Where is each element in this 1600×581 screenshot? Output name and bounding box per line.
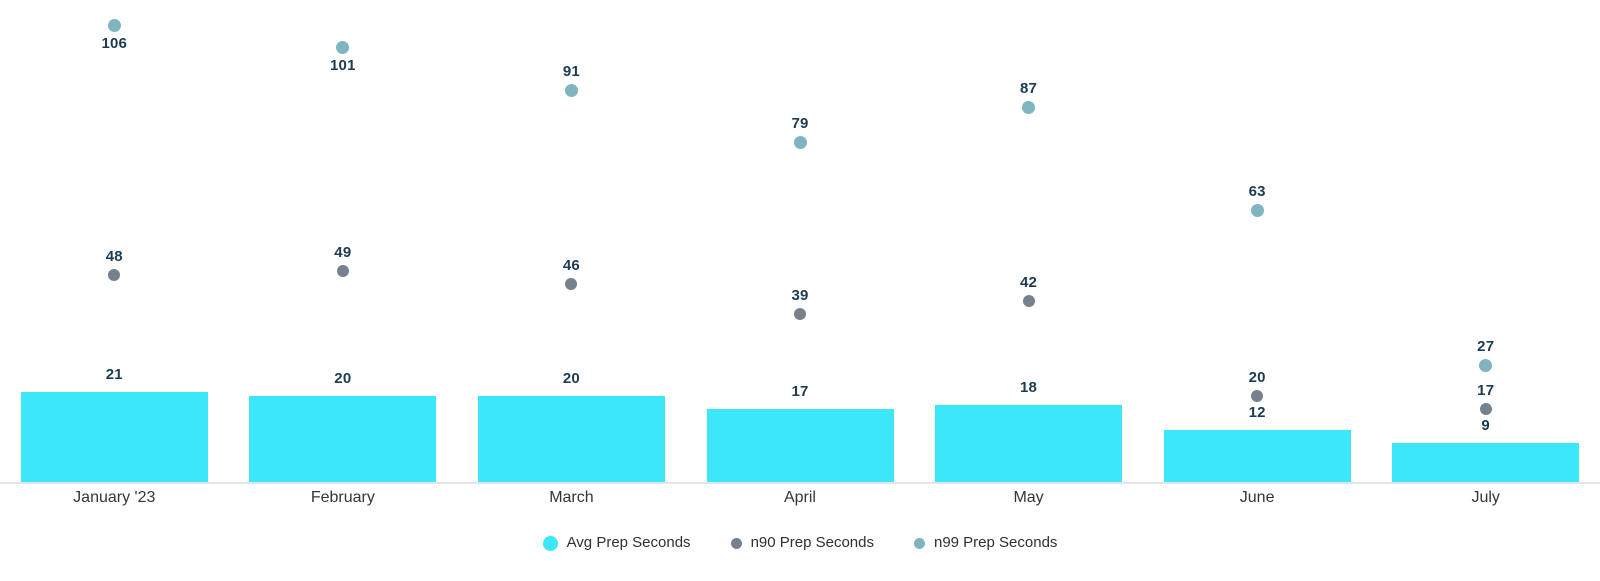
point-value-label: 48 — [105, 248, 123, 266]
legend-marker-circle-icon — [913, 537, 925, 549]
point-value-label: 49 — [334, 244, 352, 262]
bar-avg-prep-seconds[interactable] — [706, 408, 894, 482]
x-axis-label: June — [1239, 489, 1275, 506]
point-value-label: 101 — [330, 56, 356, 74]
bar-value-label: 18 — [1020, 378, 1038, 396]
legend-item-n90-prep-seconds[interactable]: n90 Prep Seconds — [730, 533, 874, 553]
bar-avg-prep-seconds[interactable] — [1392, 443, 1580, 482]
x-axis-label: January '23 — [73, 489, 156, 506]
point-value-label: 39 — [791, 287, 809, 305]
legend: Avg Prep Seconds n90 Prep Seconds n99 Prep… — [0, 533, 1600, 553]
legend-marker-circle-icon — [542, 535, 558, 551]
point-n99-prep-seconds[interactable] — [564, 83, 578, 97]
point-n99-prep-seconds[interactable] — [793, 135, 807, 149]
x-axis-line — [0, 482, 1600, 484]
x-axis-label: July — [1471, 489, 1500, 506]
point-n90-prep-seconds[interactable] — [1022, 295, 1035, 308]
point-value-label: 106 — [101, 35, 128, 53]
point-n90-prep-seconds[interactable] — [1251, 389, 1264, 402]
point-n90-prep-seconds[interactable] — [108, 269, 121, 282]
bar-avg-prep-seconds[interactable] — [935, 404, 1123, 482]
point-n99-prep-seconds[interactable] — [1022, 101, 1036, 115]
point-value-label: 46 — [562, 257, 580, 275]
point-n99-prep-seconds[interactable] — [1479, 359, 1493, 373]
bar-value-label: 21 — [105, 365, 123, 383]
legend-label: n90 Prep Seconds — [750, 534, 874, 551]
bar-value-label: 9 — [1481, 417, 1490, 435]
bar-avg-prep-seconds[interactable] — [20, 391, 208, 482]
x-axis-label: May — [1013, 489, 1044, 506]
legend-label: Avg Prep Seconds — [566, 534, 691, 551]
point-n99-prep-seconds[interactable] — [107, 19, 121, 33]
bar-avg-prep-seconds[interactable] — [249, 395, 437, 482]
bar-avg-prep-seconds[interactable] — [1163, 430, 1351, 482]
bar-value-label: 20 — [562, 369, 580, 387]
point-value-label: 42 — [1020, 274, 1038, 292]
point-value-label: 79 — [791, 114, 809, 132]
legend-item-avg-prep-seconds[interactable]: Avg Prep Seconds — [542, 533, 691, 553]
legend-marker-circle-icon — [730, 537, 742, 549]
point-value-label: 20 — [1248, 368, 1266, 386]
bar-value-label: 20 — [334, 369, 352, 387]
x-axis-labels: January '23 February March April May June July — [0, 487, 1600, 509]
point-value-label: 27 — [1477, 338, 1495, 356]
bar-value-label: 12 — [1248, 404, 1266, 422]
x-axis-label: April — [783, 489, 816, 506]
point-n90-prep-seconds[interactable] — [565, 278, 578, 291]
point-n90-prep-seconds[interactable] — [1479, 402, 1492, 415]
point-value-label: 63 — [1248, 183, 1266, 201]
legend-item-n99-prep-seconds[interactable]: n99 Prep Seconds — [913, 533, 1058, 553]
point-value-label: 17 — [1477, 381, 1495, 399]
point-n90-prep-seconds[interactable] — [336, 265, 349, 278]
point-n90-prep-seconds[interactable] — [794, 308, 806, 321]
bar-value-label: 17 — [791, 382, 809, 400]
legend-label: n99 Prep Seconds — [933, 534, 1058, 551]
x-axis-label: March — [549, 489, 594, 506]
bar-avg-prep-seconds[interactable] — [477, 395, 665, 482]
x-axis-label: February — [310, 489, 375, 506]
plot-area: 21 48 106 20 49 101 20 46 91 17 39 79 18 42 87 12 20 63 9 1… — [20, 19, 1580, 482]
point-value-label: 91 — [562, 62, 580, 80]
point-n99-prep-seconds[interactable] — [336, 40, 350, 54]
point-value-label: 87 — [1020, 80, 1038, 98]
point-n99-prep-seconds[interactable] — [1250, 204, 1264, 218]
